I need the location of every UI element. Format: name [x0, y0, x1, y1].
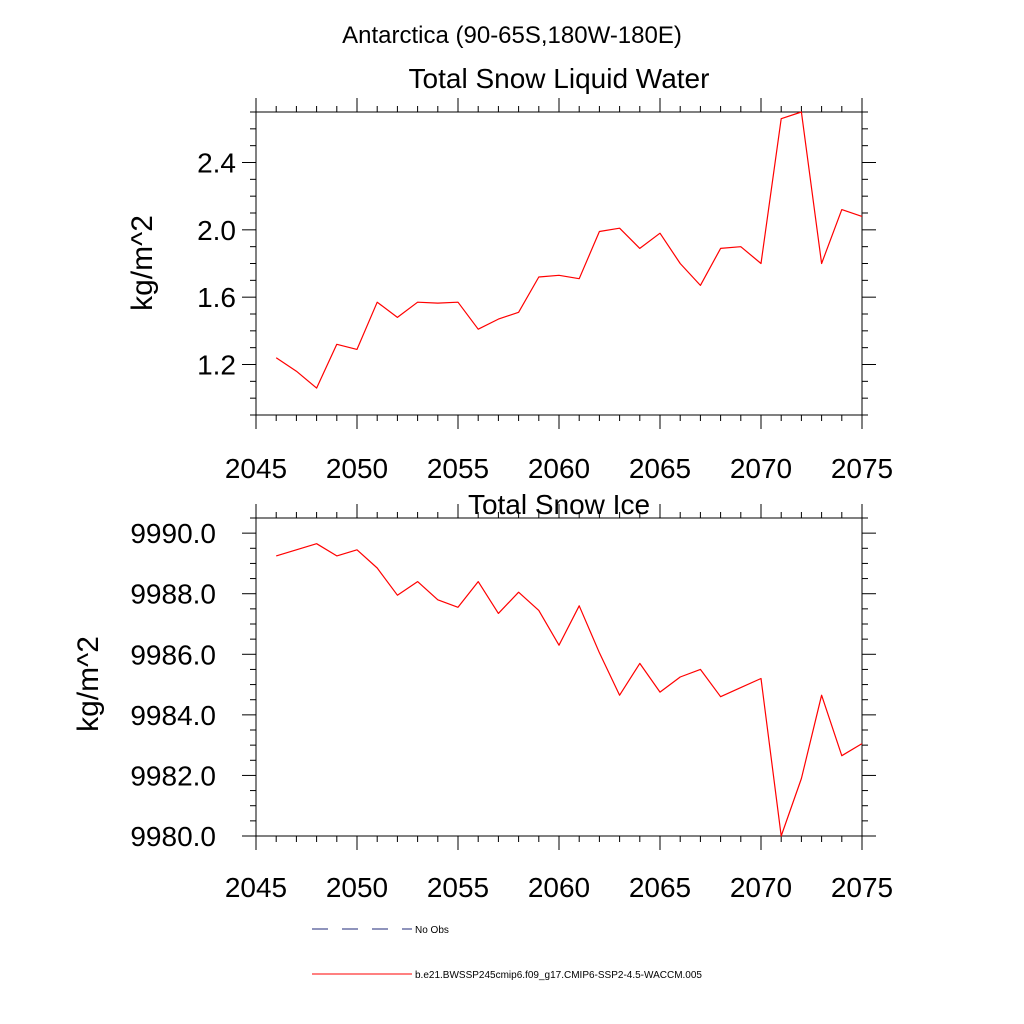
y-tick-label: 9986.0 — [130, 639, 216, 670]
x-tick-label: 2060 — [528, 872, 590, 903]
x-tick-label: 2065 — [629, 872, 691, 903]
y-tick-label: 9988.0 — [130, 579, 216, 610]
y-tick-label: 9984.0 — [130, 700, 216, 731]
x-tick-label: 2060 — [528, 453, 590, 484]
x-tick-label: 2070 — [730, 453, 792, 484]
x-tick-label: 2075 — [831, 872, 893, 903]
y-axis-label-liquid-water: kg/m^2 — [126, 215, 159, 311]
x-tick-label: 2070 — [730, 872, 792, 903]
series-line — [275, 111, 863, 389]
plot-frame — [255, 517, 863, 837]
y-tick-label: 1.2 — [197, 350, 236, 381]
panel-snow-liquid-water: Total Snow Liquid Water kg/m^2 2045 2050 2… — [126, 63, 893, 484]
x-tick-label: 2045 — [225, 453, 287, 484]
super-title: Antarctica (90-65S,180W-180E) — [342, 22, 682, 49]
legend-label-no-obs: No Obs — [415, 925, 449, 936]
x-tick-label: 2075 — [831, 453, 893, 484]
y-tick-label: 1.6 — [197, 282, 236, 313]
x-tick-label: 2065 — [629, 453, 691, 484]
y-tick-label: 2.4 — [197, 148, 236, 179]
legend: No Obs b.e21.BWSSP245cmip6.f09_g17.CMIP6… — [312, 925, 702, 981]
x-tick-label: 2055 — [427, 453, 489, 484]
y-tick-label: 9982.0 — [130, 760, 216, 791]
series-line — [276, 543, 863, 837]
x-tick-label: 2050 — [326, 453, 388, 484]
panel-title-liquid-water: Total Snow Liquid Water — [409, 63, 710, 94]
panel-snow-ice: Total Snow Ice kg/m^2 2045 2050 2055 2060 20… — [72, 489, 893, 903]
y-axis-label-snow-ice: kg/m^2 — [72, 636, 105, 732]
y-tick-label: 2.0 — [197, 215, 236, 246]
x-tick-label: 2050 — [326, 872, 388, 903]
legend-label-model: b.e21.BWSSP245cmip6.f09_g17.CMIP6-SSP2-4… — [415, 970, 702, 981]
plot-frame — [255, 111, 863, 416]
x-tick-label: 2045 — [225, 872, 287, 903]
x-tick-label: 2055 — [427, 872, 489, 903]
y-tick-label: 9980.0 — [130, 821, 216, 852]
y-tick-label: 9990.0 — [130, 518, 216, 549]
